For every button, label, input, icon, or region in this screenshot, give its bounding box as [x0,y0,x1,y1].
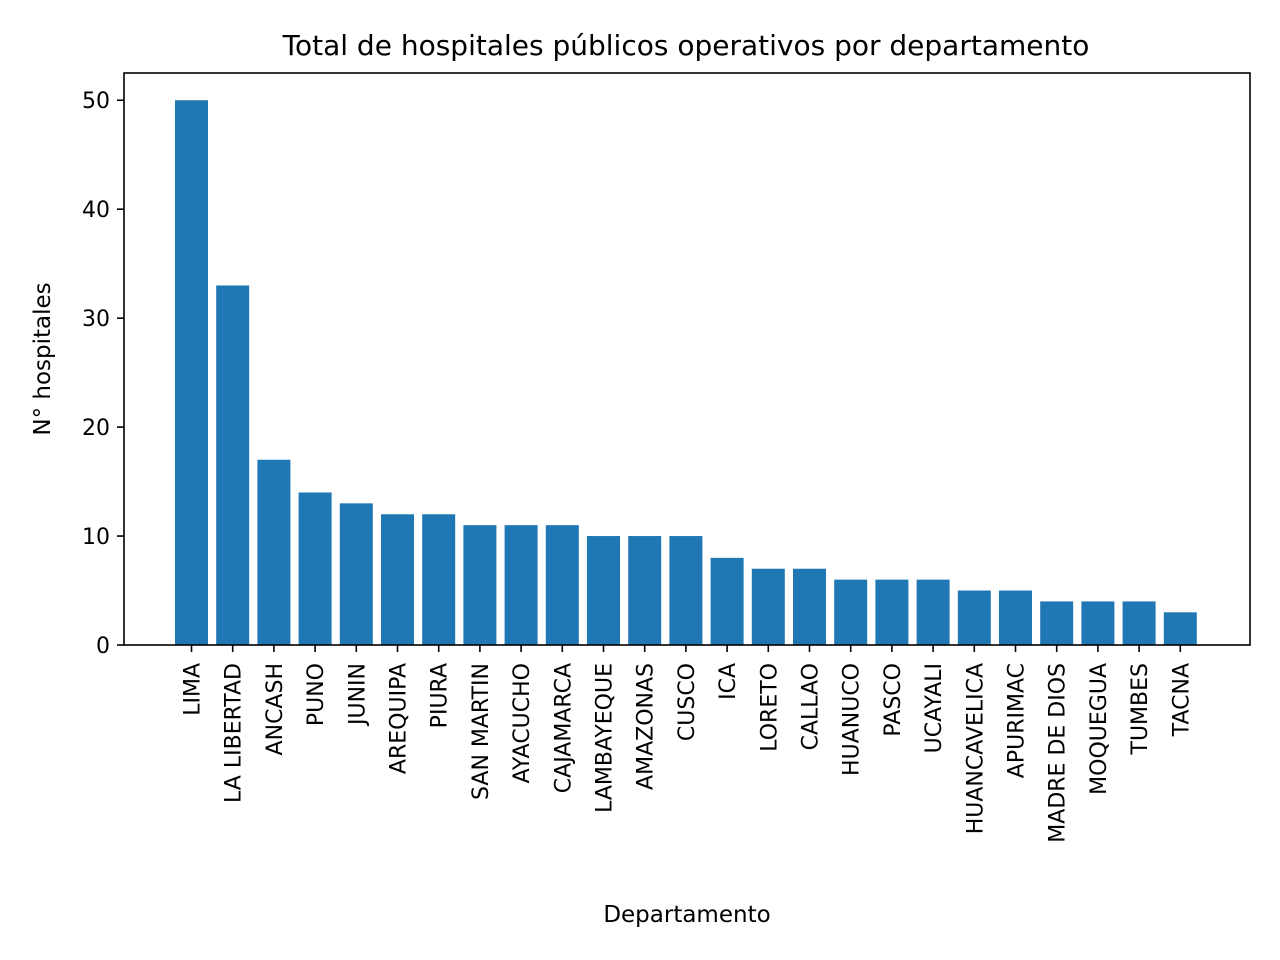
bar-amazonas [628,536,662,645]
x-tick-label: MOQUEGUA [1087,663,1112,795]
x-tick-label: SAN MARTIN [469,663,494,800]
x-tick-label: APURIMAC [1005,663,1030,778]
x-axis-label: Departamento [603,902,770,928]
x-tick-label: LAMBAYEQUE [593,663,618,813]
bar-huanuco [834,579,868,645]
bar-junin [339,503,373,645]
y-axis-label: N° hospitales [30,282,56,435]
bars-group [175,100,1197,646]
y-tick-label: 10 [82,525,110,550]
x-axis: LIMA LA LIBERTAD ANCASH PUNO JUNIN AREQUIPA PI… [181,645,1194,843]
x-tick-label: MADRE DE DIOS [1046,663,1071,843]
bar-ucayali [916,579,950,645]
x-tick-label: TUMBES [1128,663,1153,755]
x-tick-label: LORETO [757,663,782,752]
x-tick-label: CAJAMARCA [551,663,576,793]
bar-callao [793,568,826,645]
bar-puno [298,492,332,645]
y-axis: 0 10 20 30 40 50 [82,89,124,659]
y-tick-label: 0 [96,634,110,659]
bar-loreto [751,568,785,645]
bar-arequipa [381,514,414,645]
bar-lima [175,100,208,646]
bar-ayacucho [504,525,538,645]
x-tick-label: HUANCAVELICA [963,663,988,834]
x-tick-label: ANCASH [263,663,288,755]
x-tick-label: HUANUCO [840,663,865,776]
bar-apurimac [999,590,1032,645]
bar-san-martin [463,525,497,645]
plot-frame [123,72,1251,646]
x-tick-label: PASCO [881,663,906,737]
x-tick-label: PIURA [428,663,453,728]
x-tick-label: AYACUCHO [510,663,535,783]
bar-tacna [1163,612,1197,645]
x-tick-label: LA LIBERTAD [222,663,247,803]
bar-tumbes [1122,601,1156,645]
bar-cajamarca [545,525,579,645]
chart-title: Total de hospitales públicos operativos … [282,29,1090,62]
x-tick-label: AREQUIPA [387,663,412,774]
bar-lambayeque [587,536,620,645]
y-tick-label: 40 [82,198,110,223]
x-tick-label: ICA [716,663,741,700]
x-tick-label: AMAZONAS [634,663,659,790]
x-tick-label: LIMA [181,663,206,716]
y-tick-label: 50 [82,89,110,114]
x-tick-label: PUNO [304,663,329,726]
bar-madre-de-dios [1040,601,1074,645]
bar-pasco [875,579,909,645]
bar-moquegua [1081,601,1115,645]
bar-cusco [669,536,703,645]
x-tick-label: CALLAO [799,663,824,750]
y-tick-label: 20 [82,416,110,441]
bar-piura [422,514,456,645]
x-tick-label: TACNA [1169,663,1194,737]
bar-ancash [257,459,291,645]
x-tick-label: JUNIN [345,663,370,727]
bar-ica [710,557,744,645]
x-tick-label: UCAYALI [922,663,947,753]
y-tick-label: 30 [82,307,110,332]
x-tick-label: CUSCO [675,663,700,741]
bar-la-libertad [216,285,250,645]
bar-huancavelica [957,590,991,645]
